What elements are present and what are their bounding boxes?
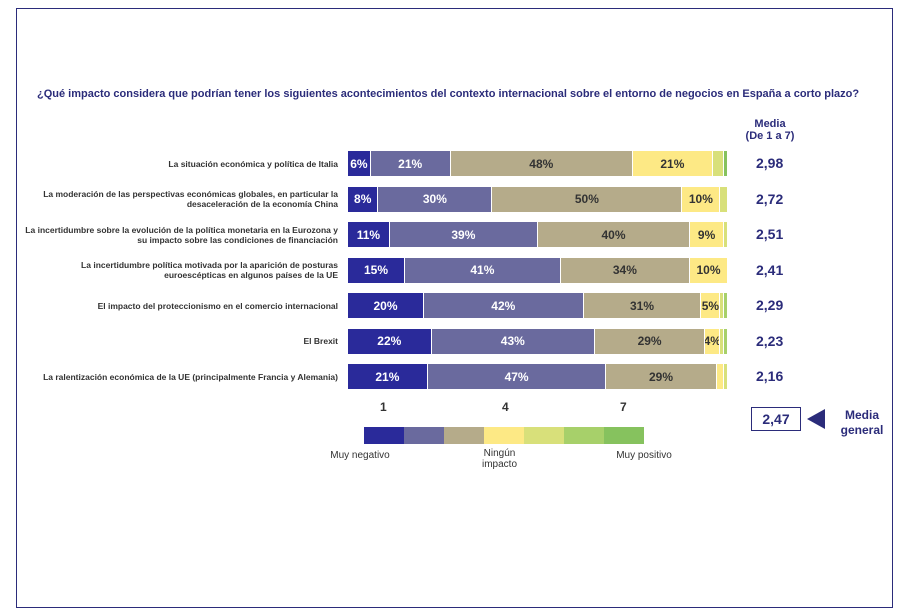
mean-header: Media (De 1 a 7)	[730, 118, 810, 142]
row-mean-value: 2,51	[756, 226, 784, 242]
bar-segment	[724, 328, 728, 354]
bar-segment	[720, 293, 725, 318]
bar-row: 20% 42% 31% 5%	[348, 293, 728, 318]
overall-mean-value: 2,47	[751, 407, 801, 431]
legend-swatch	[444, 427, 484, 444]
bar-row: 15% 41% 34% 10%	[348, 257, 728, 283]
bar-segment	[720, 186, 728, 212]
scale-tick-4: 4	[502, 400, 509, 414]
legend-label-positive: Muy positivo	[616, 450, 672, 461]
bar-segment: 29%	[595, 328, 706, 354]
bar-segment	[720, 328, 725, 354]
bar-segment	[724, 222, 728, 247]
legend-label-neutral: Ningún impacto	[481, 448, 517, 470]
bar-segment: 21%	[370, 151, 451, 176]
legend-label-negative: Muy negativo	[330, 450, 390, 461]
bar-segment: 40%	[538, 222, 690, 247]
row-mean-value: 2,41	[756, 261, 784, 278]
row-label: La situación económica y política de Ita…	[168, 158, 338, 169]
bar-segment: 11%	[348, 222, 390, 247]
legend-swatch	[524, 427, 564, 444]
row-label: La incertidumbre política motivada por l…	[81, 260, 338, 280]
row-label: La incertidumbre sobre la evolución de l…	[25, 224, 338, 245]
bar-row: 22%43%29%4%	[348, 328, 728, 354]
bar-segment: 34%	[560, 257, 690, 283]
bar-segment: 15%	[348, 257, 405, 283]
row-label: El impacto del proteccionismo en el come…	[97, 300, 338, 311]
bar-segment	[724, 151, 728, 176]
bar-segment: 48%	[450, 151, 633, 176]
row-label: La moderación de las perspectivas económ…	[43, 189, 338, 209]
scale-tick-7: 7	[620, 400, 627, 414]
bar-segment: 39%	[389, 222, 538, 247]
bar-segment: 41%	[405, 257, 561, 283]
bar-segment	[712, 151, 725, 176]
row-mean-value: 2,23	[756, 332, 784, 349]
bar-segment: 10%	[682, 186, 721, 212]
mean-header-line2: (De 1 a 7)	[745, 130, 795, 142]
bar-row: 6% 21% 48% 21%	[348, 151, 728, 176]
bar-segment: 10%	[690, 257, 728, 283]
bar-segment: 8%	[348, 186, 379, 212]
chart-question: ¿Qué impacto considera que podrían tener…	[37, 88, 860, 100]
row-label: La ralentización económica de la UE (pri…	[43, 371, 338, 382]
legend-swatch	[484, 427, 524, 444]
bar-segment: 21%	[633, 151, 713, 176]
bar-segment: 4%	[705, 328, 721, 354]
bar-segment: 6%	[348, 151, 371, 176]
bar-segment: 29%	[606, 364, 717, 389]
legend-swatch	[604, 427, 644, 444]
legend-swatch	[404, 427, 444, 444]
row-label: El Brexit	[303, 336, 339, 346]
bar-segment: 43%	[431, 328, 595, 354]
bar-segment	[724, 293, 728, 318]
row-mean-value: 2,72	[756, 190, 784, 207]
bar-segment	[724, 364, 728, 389]
legend-swatch	[564, 427, 604, 444]
overall-mean-arrow	[807, 409, 825, 429]
row-mean-value: 2,29	[756, 297, 784, 313]
bar-segment: 30%	[378, 186, 493, 212]
bar-segment	[716, 364, 725, 389]
legend-swatch	[364, 427, 404, 444]
bar-row: 11% 39% 40% 9%	[348, 222, 728, 247]
bar-segment: 50%	[492, 186, 683, 212]
bar-segment: 5%	[701, 293, 721, 318]
bar-segment: 9%	[690, 222, 725, 247]
bar-row: 21% 47% 29%	[348, 364, 728, 389]
overall-mean-label: Media general	[840, 408, 884, 437]
row-mean-value: 2,98	[756, 155, 784, 171]
bar-segment: 20%	[348, 293, 424, 318]
mean-header-line1: Media	[754, 118, 786, 130]
scale-tick-1: 1	[380, 400, 387, 414]
row-mean-value: 2,16	[756, 368, 784, 384]
bar-segment: 47%	[427, 364, 607, 389]
bar-segment: 31%	[583, 293, 702, 318]
bar-segment: 22%	[348, 328, 432, 354]
bar-segment: 42%	[424, 293, 584, 318]
bar-segment: 21%	[348, 364, 428, 389]
bar-row: 8% 30% 50% 10%	[348, 186, 728, 212]
